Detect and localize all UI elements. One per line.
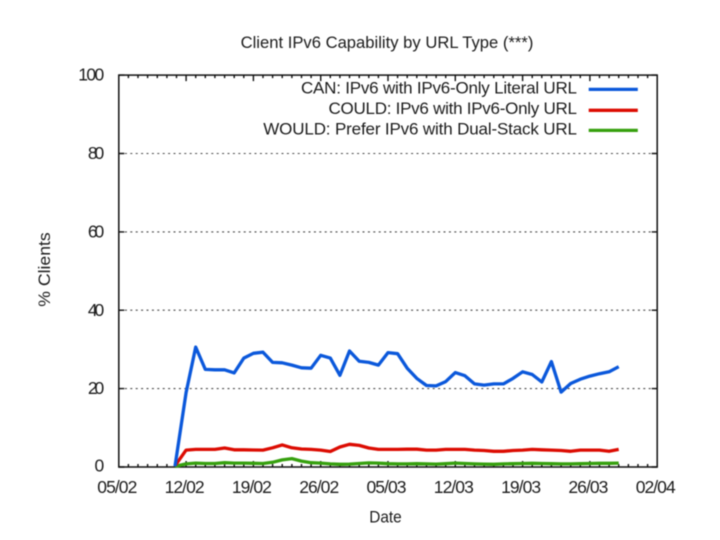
svg-text:40: 40 [88,300,105,320]
svg-text:19/02: 19/02 [232,477,272,497]
svg-text:WOULD: Prefer IPv6 with Dual-S: WOULD: Prefer IPv6 with Dual-Stack URL [263,120,577,139]
svg-text:12/02: 12/02 [165,477,205,497]
svg-text:Date: Date [369,508,402,527]
svg-text:19/03: 19/03 [501,477,541,497]
svg-text:CAN: IPv6 with IPv6-Only Liter: CAN: IPv6 with IPv6-Only Literal URL [301,79,577,98]
svg-text:COULD: IPv6 with IPv6-Only URL: COULD: IPv6 with IPv6-Only URL [329,99,578,118]
svg-text:60: 60 [88,222,105,242]
svg-text:12/03: 12/03 [434,477,474,497]
svg-text:0: 0 [94,456,104,476]
svg-text:80: 80 [88,143,105,163]
svg-text:% Clients: % Clients [35,232,54,307]
svg-text:02/04: 02/04 [636,477,676,497]
svg-text:05/03: 05/03 [367,477,407,497]
svg-text:26/03: 26/03 [568,477,608,497]
svg-text:05/02: 05/02 [97,477,137,497]
svg-text:100: 100 [78,65,104,85]
svg-text:20: 20 [88,378,105,398]
svg-text:26/02: 26/02 [299,477,339,497]
svg-text:Client IPv6 Capability by URL: Client IPv6 Capability by URL Type (***) [241,33,534,52]
